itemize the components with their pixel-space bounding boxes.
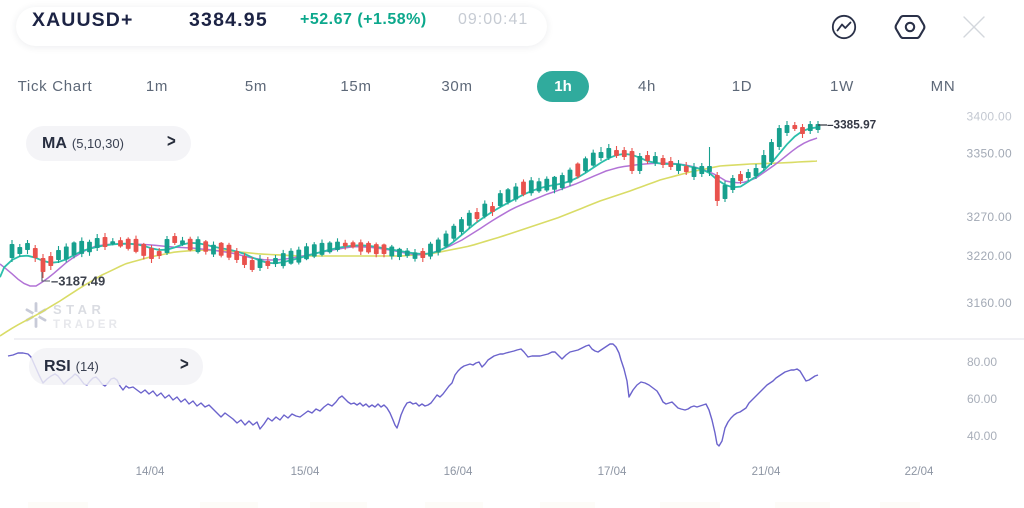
svg-text:21/04: 21/04	[752, 466, 781, 478]
svg-text:STAR: STAR	[53, 302, 105, 317]
svg-text:3270.00: 3270.00	[967, 210, 1013, 224]
svg-text:–3187.49: –3187.49	[51, 274, 105, 289]
svg-text:16/04: 16/04	[444, 466, 473, 478]
svg-text:80.00: 80.00	[967, 355, 997, 369]
svg-text:TRADER: TRADER	[53, 319, 120, 331]
svg-text:17/04: 17/04	[598, 466, 627, 478]
svg-text:3400.00: 3400.00	[967, 110, 1013, 124]
svg-text:3160.00: 3160.00	[967, 296, 1013, 310]
svg-text:–3385.97: –3385.97	[827, 118, 877, 132]
svg-text:60.00: 60.00	[967, 392, 997, 406]
svg-text:14/04: 14/04	[136, 466, 165, 478]
svg-text:3350.00: 3350.00	[967, 147, 1013, 161]
svg-text:15/04: 15/04	[291, 466, 320, 478]
svg-text:22/04: 22/04	[905, 466, 934, 478]
svg-text:3220.00: 3220.00	[967, 249, 1013, 263]
svg-text:40.00: 40.00	[967, 429, 997, 443]
